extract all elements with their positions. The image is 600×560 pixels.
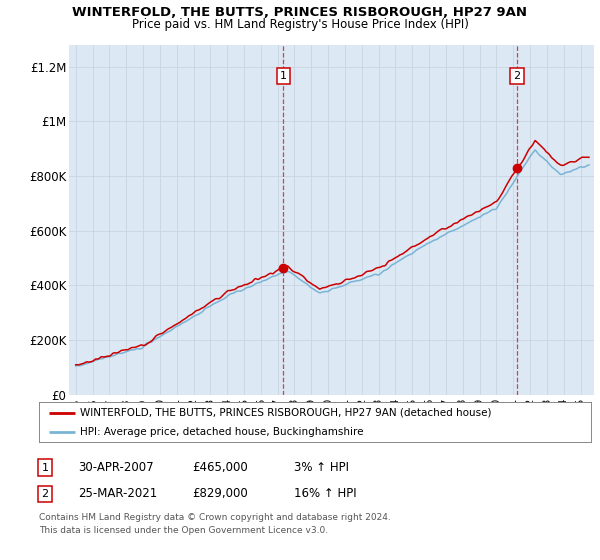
Text: 16% ↑ HPI: 16% ↑ HPI — [294, 487, 356, 501]
Text: HPI: Average price, detached house, Buckinghamshire: HPI: Average price, detached house, Buck… — [80, 427, 364, 436]
Text: 30-APR-2007: 30-APR-2007 — [78, 461, 154, 474]
Text: WINTERFOLD, THE BUTTS, PRINCES RISBOROUGH, HP27 9AN: WINTERFOLD, THE BUTTS, PRINCES RISBOROUG… — [73, 6, 527, 18]
Text: 2: 2 — [514, 71, 521, 81]
Text: 25-MAR-2021: 25-MAR-2021 — [78, 487, 157, 501]
Text: WINTERFOLD, THE BUTTS, PRINCES RISBOROUGH, HP27 9AN (detached house): WINTERFOLD, THE BUTTS, PRINCES RISBOROUG… — [80, 408, 492, 418]
Text: 1: 1 — [280, 71, 287, 81]
Text: £465,000: £465,000 — [192, 461, 248, 474]
Text: 1: 1 — [41, 463, 49, 473]
Bar — [283, 45, 517, 395]
Text: Price paid vs. HM Land Registry's House Price Index (HPI): Price paid vs. HM Land Registry's House … — [131, 18, 469, 31]
Text: Contains HM Land Registry data © Crown copyright and database right 2024.: Contains HM Land Registry data © Crown c… — [39, 513, 391, 522]
Text: 3% ↑ HPI: 3% ↑ HPI — [294, 461, 349, 474]
Text: This data is licensed under the Open Government Licence v3.0.: This data is licensed under the Open Gov… — [39, 526, 328, 535]
Text: £829,000: £829,000 — [192, 487, 248, 501]
Text: 2: 2 — [41, 489, 49, 499]
